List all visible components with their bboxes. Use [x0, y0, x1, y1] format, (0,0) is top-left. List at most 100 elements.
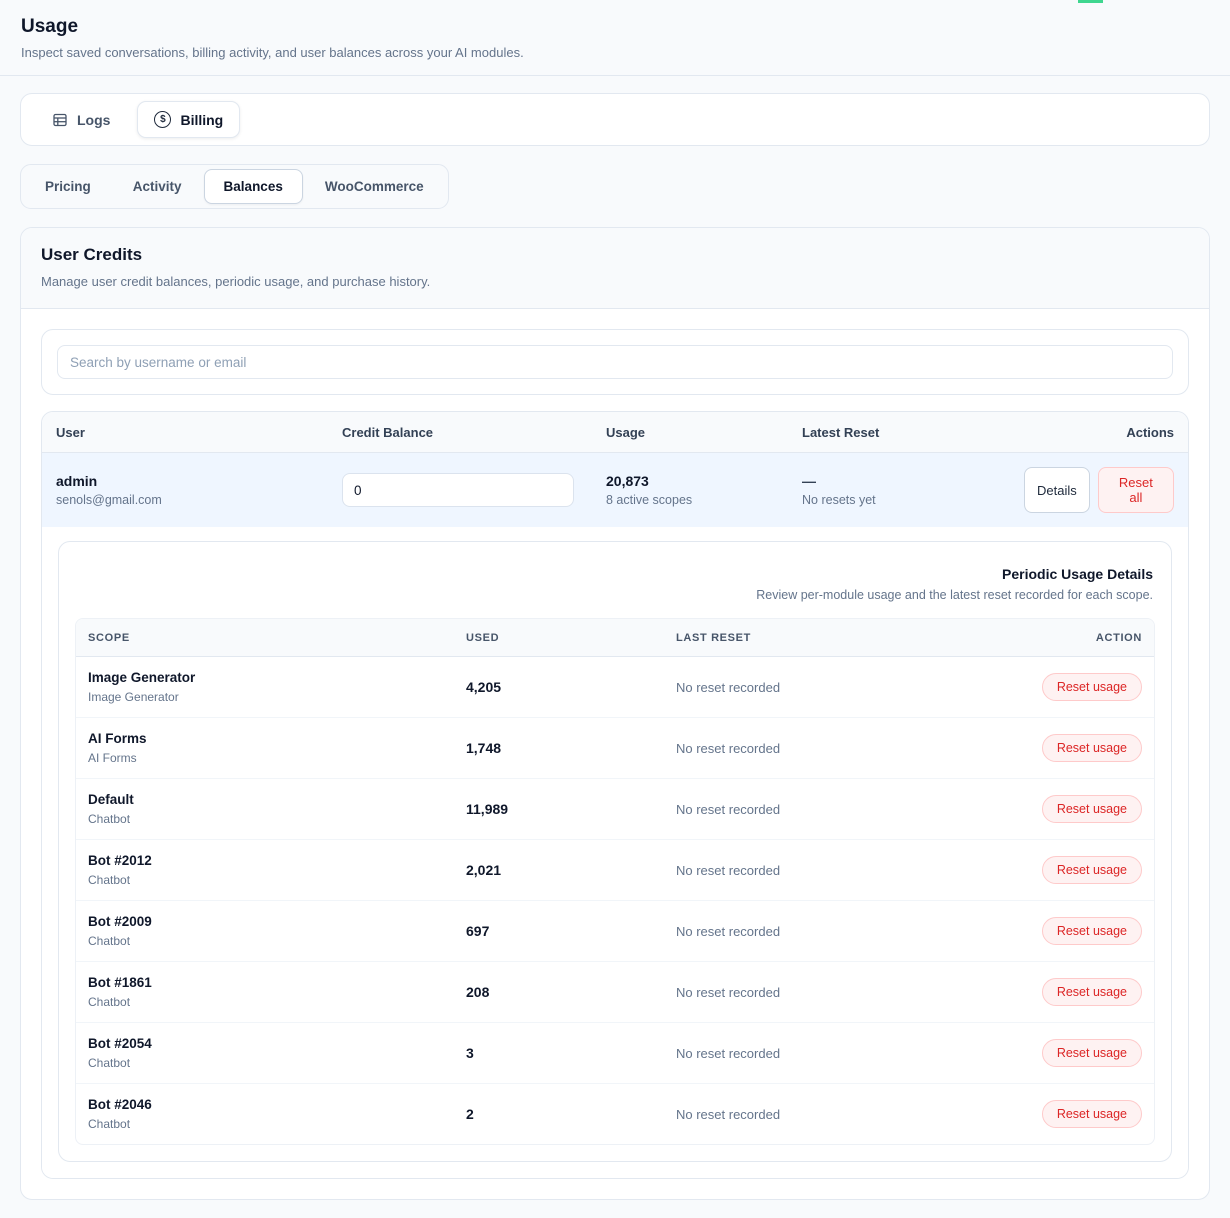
periodic-usage-panel: Periodic Usage Details Review per-module… [58, 541, 1172, 1162]
tab-billing[interactable]: $ Billing [137, 101, 241, 138]
scope-last-reset: No reset recorded [676, 801, 781, 817]
page-content: Logs $ Billing Pricing Activity Balances… [0, 76, 1230, 1218]
scope-row-ai-forms: AI Forms AI Forms 1,748 No reset recorde… [76, 718, 1154, 779]
scope-row-default: Default Chatbot 11,989 No reset recorded… [76, 779, 1154, 840]
reset-usage-button[interactable]: Reset usage [1041, 917, 1142, 945]
scope-module: Chatbot [88, 934, 131, 948]
credit-balance-cell [342, 473, 606, 507]
scope-last-reset: No reset recorded [676, 679, 781, 695]
scope-name: Image Generator [88, 670, 196, 685]
periodic-usage-wrap: Periodic Usage Details Review per-module… [42, 527, 1188, 1178]
user-credits-title: User Credits [41, 245, 143, 264]
scope-cell: Image Generator Image Generator [88, 670, 466, 704]
billing-dollar-icon: $ [154, 111, 172, 128]
scope-action-cell: Reset usage [1012, 1039, 1142, 1067]
scope-row-bot-1861: Bot #1861 Chatbot 208 No reset recorded … [76, 962, 1154, 1023]
logs-icon [53, 113, 67, 126]
reset-usage-button[interactable]: Reset usage [1041, 673, 1142, 701]
scope-last-reset: No reset recorded [676, 1045, 781, 1061]
scope-used: 4,205 [466, 679, 502, 695]
scope-cell: AI Forms AI Forms [88, 731, 466, 765]
main-tabs: Logs $ Billing [20, 93, 1210, 146]
usage-cell: 20,873 8 active scopes [606, 473, 802, 507]
scope-name: Bot #2046 [88, 1097, 152, 1112]
scope-module: AI Forms [88, 751, 137, 765]
scope-action-cell: Reset usage [1012, 673, 1142, 701]
page-header: Usage Inspect saved conversations, billi… [0, 0, 1230, 76]
scope-action-cell: Reset usage [1012, 856, 1142, 884]
scope-cell: Bot #2009 Chatbot [88, 914, 466, 948]
col-header-last-reset: LAST RESET [676, 631, 752, 644]
tab-pricing[interactable]: Pricing [25, 169, 111, 204]
tab-activity[interactable]: Activity [113, 169, 202, 204]
scope-cell: Bot #1861 Chatbot [88, 975, 466, 1009]
scope-action-cell: Reset usage [1012, 1100, 1142, 1128]
scope-last-reset: No reset recorded [676, 923, 781, 939]
scope-action-cell: Reset usage [1012, 795, 1142, 823]
scope-action-cell: Reset usage [1012, 978, 1142, 1006]
scope-used: 3 [466, 1045, 474, 1061]
tab-woocommerce[interactable]: WooCommerce [305, 169, 444, 204]
scope-module: Chatbot [88, 995, 131, 1009]
usage-active-scopes: 8 active scopes [606, 493, 693, 507]
tab-logs[interactable]: Logs [35, 102, 127, 138]
col-header-latest-reset: Latest Reset [802, 424, 880, 440]
scope-last-reset: No reset recorded [676, 984, 781, 1000]
reset-usage-button[interactable]: Reset usage [1041, 856, 1142, 884]
reset-usage-button[interactable]: Reset usage [1041, 734, 1142, 762]
scope-row-bot-2046: Bot #2046 Chatbot 2 No reset recorded Re… [76, 1084, 1154, 1144]
scope-action-cell: Reset usage [1012, 917, 1142, 945]
scope-module: Chatbot [88, 812, 131, 826]
scope-row-bot-2054: Bot #2054 Chatbot 3 No reset recorded Re… [76, 1023, 1154, 1084]
scope-last-reset: No reset recorded [676, 862, 781, 878]
reset-all-button[interactable]: Reset all [1097, 467, 1174, 513]
scope-last-reset: No reset recorded [676, 740, 781, 756]
col-header-credit-balance: Credit Balance [342, 424, 434, 440]
user-credits-header: User Credits Manage user credit balances… [21, 228, 1209, 309]
scope-name: Bot #2009 [88, 914, 152, 929]
scope-row-bot-2009: Bot #2009 Chatbot 697 No reset recorded … [76, 901, 1154, 962]
scope-name: Bot #2054 [88, 1036, 152, 1051]
col-header-user: User [56, 424, 85, 440]
scope-name: Bot #2012 [88, 853, 152, 868]
reset-usage-button[interactable]: Reset usage [1041, 1039, 1142, 1067]
col-header-action: ACTION [1095, 631, 1142, 644]
details-button[interactable]: Details [1024, 467, 1090, 513]
scope-used: 1,748 [466, 740, 502, 756]
reset-usage-button[interactable]: Reset usage [1041, 795, 1142, 823]
user-row-actions: Details Reset all [1024, 467, 1174, 513]
scope-name: AI Forms [88, 731, 147, 746]
balances-table-header: User Credit Balance Usage Latest Reset A… [42, 412, 1188, 453]
scope-cell: Default Chatbot [88, 792, 466, 826]
scope-name: Bot #1861 [88, 975, 152, 990]
latest-reset-cell: — No resets yet [802, 473, 1024, 507]
reset-usage-button[interactable]: Reset usage [1041, 1100, 1142, 1128]
scopes-table: SCOPE USED LAST RESET ACTION Image Gener… [75, 618, 1155, 1145]
scope-cell: Bot #2046 Chatbot [88, 1097, 466, 1131]
username: admin [56, 473, 98, 489]
periodic-usage-header: Periodic Usage Details Review per-module… [75, 558, 1155, 602]
scope-used: 2 [466, 1106, 474, 1122]
user-email: senols@gmail.com [56, 493, 162, 507]
col-header-usage: Usage [606, 424, 646, 440]
tab-logs-label: Logs [77, 111, 111, 128]
periodic-usage-title: Periodic Usage Details [1002, 566, 1153, 582]
tab-balances[interactable]: Balances [203, 169, 303, 204]
col-header-used: USED [466, 631, 500, 644]
page-subtitle: Inspect saved conversations, billing act… [21, 45, 524, 60]
scope-module: Chatbot [88, 1117, 131, 1131]
scope-action-cell: Reset usage [1012, 734, 1142, 762]
search-panel [41, 329, 1189, 395]
col-header-actions: Actions [1126, 424, 1174, 440]
reset-usage-button[interactable]: Reset usage [1041, 978, 1142, 1006]
periodic-usage-subtitle: Review per-module usage and the latest r… [756, 588, 1153, 602]
credit-balance-input[interactable] [342, 473, 574, 507]
scope-cell: Bot #2012 Chatbot [88, 853, 466, 887]
user-cell: admin senols@gmail.com [56, 473, 342, 507]
user-row: admin senols@gmail.com 20,873 8 active s… [42, 453, 1188, 527]
search-input[interactable] [57, 345, 1173, 379]
latest-reset-value: — [802, 473, 816, 489]
notification-sliver [1078, 0, 1103, 3]
scope-cell: Bot #2054 Chatbot [88, 1036, 466, 1070]
scope-module: Image Generator [88, 690, 179, 704]
